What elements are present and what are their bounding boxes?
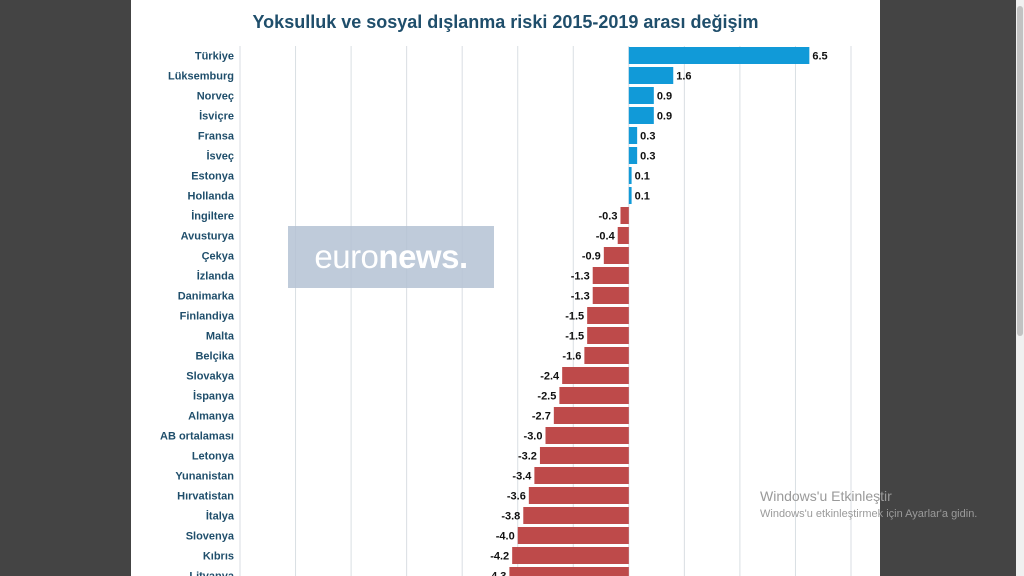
bar — [628, 147, 638, 164]
category-label: Yunanistan — [175, 471, 234, 483]
value-label: -4.2 — [490, 551, 509, 563]
bar — [562, 367, 629, 384]
bar — [628, 47, 810, 64]
category-label: Belçika — [195, 351, 234, 363]
bar — [553, 407, 629, 424]
bar — [528, 487, 629, 504]
category-label: İspanya — [193, 390, 235, 403]
category-label: İsviçre — [199, 110, 234, 123]
category-label: Fransa — [198, 131, 235, 143]
euronews-logo: euronews. — [288, 226, 494, 288]
category-label: Norveç — [197, 91, 234, 103]
bar — [559, 387, 629, 404]
value-label: -1.5 — [565, 311, 584, 323]
chart-title: Yoksulluk ve sosyal dışlanma riski 2015-… — [252, 12, 759, 32]
bar — [587, 327, 629, 344]
category-label: Çekya — [202, 251, 235, 263]
category-label: İtalya — [206, 510, 235, 523]
category-label: AB ortalaması — [160, 431, 234, 443]
value-label: -2.5 — [537, 391, 556, 403]
logo-part-euro: euro — [314, 238, 379, 275]
category-label: Hollanda — [188, 191, 235, 203]
category-label: Litvanya — [189, 571, 235, 576]
bar — [628, 107, 654, 124]
bar — [517, 527, 629, 544]
scrollbar-thumb[interactable] — [1017, 6, 1023, 336]
category-label: Avusturya — [181, 231, 235, 243]
bar — [584, 347, 629, 364]
bar — [603, 247, 629, 264]
bar — [539, 447, 629, 464]
bar — [628, 67, 674, 84]
bar-chart: Türkiye 6.5 Lüksemburg 1.6 Norveç 0.9 İsviçre 0… — [160, 46, 852, 576]
value-label: 6.5 — [812, 51, 827, 63]
category-label: Slovenya — [186, 531, 235, 543]
bar — [617, 227, 629, 244]
category-label: Lüksemburg — [168, 71, 234, 83]
bar — [628, 187, 632, 204]
value-label: -1.3 — [571, 271, 590, 283]
value-label: -2.7 — [532, 411, 551, 423]
bar — [620, 207, 629, 224]
chart-page: Yoksulluk ve sosyal dışlanma riski 2015-… — [131, 0, 880, 576]
bar — [587, 307, 629, 324]
value-label: -4.3 — [487, 571, 506, 576]
value-label: -3.2 — [518, 451, 537, 463]
category-label: Danimarka — [178, 291, 235, 303]
value-label: 1.6 — [676, 71, 691, 83]
bar — [628, 127, 638, 144]
category-label: Hırvatistan — [177, 491, 234, 503]
category-label: Estonya — [191, 171, 235, 183]
category-label: İngiltere — [191, 210, 234, 223]
category-label: Letonya — [192, 451, 235, 463]
bar — [592, 267, 629, 284]
value-label: -2.4 — [540, 371, 560, 383]
value-label: -0.9 — [582, 251, 601, 263]
bar — [628, 167, 632, 184]
logo-part-news: news. — [378, 238, 468, 275]
value-label: 0.1 — [635, 191, 650, 203]
value-label: -3.4 — [512, 471, 532, 483]
bar — [512, 547, 629, 564]
category-label: Finlandiya — [180, 311, 235, 323]
category-label: Malta — [206, 331, 235, 343]
category-label: Almanya — [188, 411, 235, 423]
value-label: -1.3 — [571, 291, 590, 303]
value-label: 0.9 — [657, 91, 672, 103]
activation-watermark-text: Windows'u etkinleştirmek için Ayarlar'a … — [760, 508, 978, 520]
value-label: -3.8 — [501, 511, 520, 523]
bar — [592, 287, 629, 304]
category-label: İzlanda — [197, 270, 235, 283]
value-label: 0.3 — [640, 131, 655, 143]
bar — [509, 567, 629, 576]
value-label: 0.3 — [640, 151, 655, 163]
value-label: -0.3 — [599, 211, 618, 223]
category-label: Kıbrıs — [203, 551, 234, 563]
bar — [545, 427, 629, 444]
value-label: -0.4 — [596, 231, 616, 243]
value-label: 0.9 — [657, 111, 672, 123]
value-label: -4.0 — [496, 531, 515, 543]
value-label: 0.1 — [635, 171, 650, 183]
bar — [628, 87, 654, 104]
value-label: -1.5 — [565, 331, 584, 343]
value-label: -3.6 — [507, 491, 526, 503]
bar — [534, 467, 629, 484]
category-label: Türkiye — [195, 51, 234, 63]
value-label: -1.6 — [562, 351, 581, 363]
category-label: Slovakya — [186, 371, 235, 383]
activation-watermark-title: Windows'u Etkinleştir — [760, 488, 892, 504]
category-label: İsveç — [206, 150, 234, 163]
bar — [523, 507, 629, 524]
value-label: -3.0 — [524, 431, 543, 443]
